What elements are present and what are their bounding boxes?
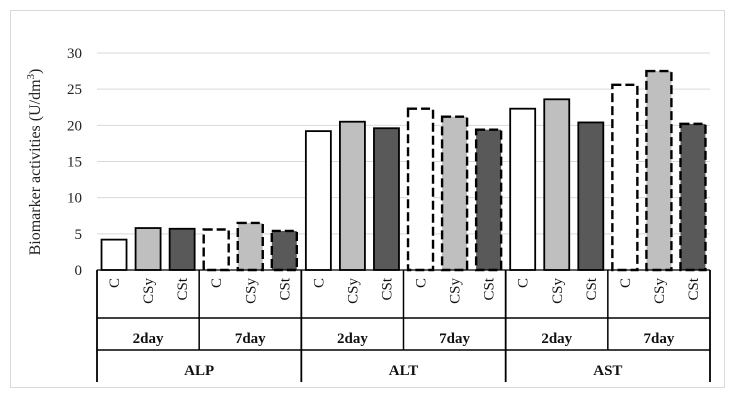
x-category-label: CSy bbox=[448, 278, 464, 304]
x-category-label: CSt bbox=[482, 277, 498, 300]
bar bbox=[134, 227, 162, 271]
x-day-label: 7day bbox=[235, 331, 266, 347]
y-tick-label: 15 bbox=[67, 155, 82, 171]
y-axis-label-end: ) bbox=[27, 69, 44, 74]
x-category-label: C bbox=[311, 278, 327, 288]
y-tick-label: 5 bbox=[75, 227, 83, 243]
x-category-label: C bbox=[209, 278, 225, 288]
x-category-label: C bbox=[107, 278, 123, 288]
y-tick-label: 20 bbox=[67, 118, 82, 134]
x-group-label: ALP bbox=[184, 363, 214, 379]
y-tick-label: 25 bbox=[67, 82, 82, 98]
y-tick-label: 0 bbox=[75, 263, 83, 279]
bar bbox=[440, 115, 469, 272]
bar bbox=[406, 107, 435, 272]
chart-frame bbox=[10, 10, 725, 388]
bar bbox=[236, 221, 264, 272]
x-category-label: CSt bbox=[686, 277, 702, 300]
bar bbox=[304, 130, 332, 271]
y-tick-label: 10 bbox=[67, 191, 82, 207]
bars bbox=[100, 69, 707, 272]
x-day-label: 7day bbox=[643, 331, 674, 347]
bar bbox=[100, 238, 128, 271]
x-category-label: CSy bbox=[652, 278, 668, 304]
gridlines bbox=[97, 52, 710, 235]
y-axis-label-main: Biomarker activities (U/dm bbox=[27, 79, 44, 256]
y-tick-label: 30 bbox=[67, 46, 82, 62]
bar bbox=[339, 120, 366, 271]
x-day-label: 2day bbox=[337, 331, 368, 347]
y-axis-label-sup: 3 bbox=[25, 73, 37, 79]
bar bbox=[679, 122, 707, 272]
x-category-label: C bbox=[516, 278, 532, 288]
bar bbox=[543, 98, 571, 271]
x-group-label: AST bbox=[593, 363, 622, 379]
y-axis-ticks: 0 5 10 15 20 25 30 bbox=[67, 46, 82, 279]
x-category-label: CSt bbox=[584, 277, 600, 300]
x-category-label: CSt bbox=[175, 277, 191, 300]
bar bbox=[645, 69, 673, 272]
x-day-label: 7day bbox=[439, 331, 470, 347]
x-category-label: CSt bbox=[379, 277, 395, 300]
x-group-label: ALT bbox=[389, 363, 418, 379]
x-category-label: C bbox=[414, 278, 430, 288]
bar bbox=[474, 128, 503, 272]
y-axis-label: Biomarker activities (U/dm3) bbox=[25, 69, 44, 256]
x-category-label: CSy bbox=[345, 278, 361, 304]
bar bbox=[611, 83, 639, 272]
x-category-label: C bbox=[618, 278, 634, 288]
bar bbox=[577, 121, 605, 271]
bar bbox=[509, 107, 537, 271]
x-day-label: 2day bbox=[541, 331, 572, 347]
x-category-label: CSy bbox=[243, 278, 259, 304]
x-category-label: CSt bbox=[277, 277, 293, 300]
x-category-label: CSy bbox=[550, 278, 566, 304]
bar bbox=[270, 229, 299, 272]
x-axis: C CSy CSt 2day C CSy CSt 7day ALP C CSy CSt 2day C CSy… bbox=[96, 269, 711, 382]
x-category-label: CSy bbox=[141, 278, 157, 304]
bar bbox=[168, 227, 196, 271]
bar bbox=[373, 127, 400, 271]
bar bbox=[202, 228, 230, 272]
x-day-label: 2day bbox=[133, 331, 164, 347]
